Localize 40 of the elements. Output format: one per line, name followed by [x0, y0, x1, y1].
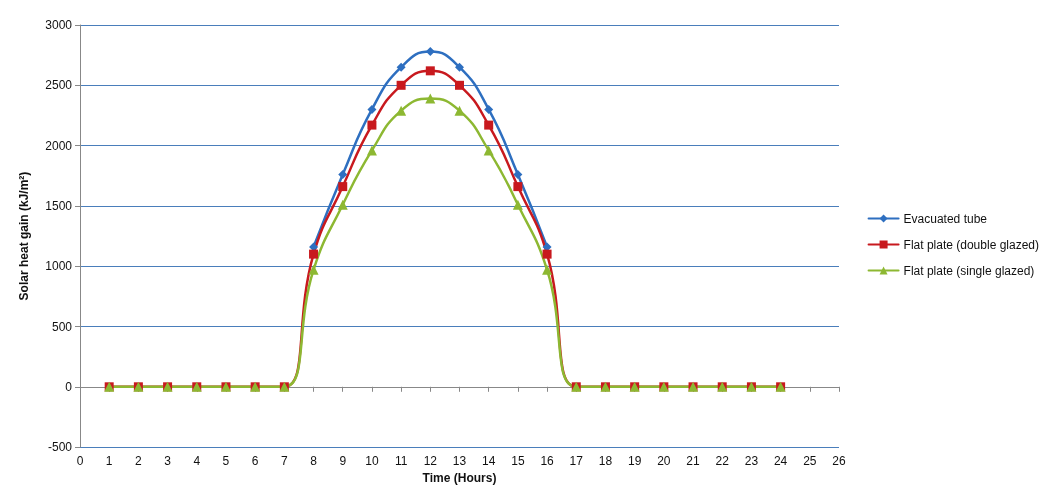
- x-tick-label: 11: [394, 454, 408, 469]
- x-tick-label: 5: [222, 454, 230, 469]
- x-tick-label: 26: [832, 454, 846, 469]
- x-tick-label: 3: [164, 454, 172, 469]
- legend-label: Flat plate (single glazed): [903, 263, 1035, 278]
- x-tick-label: 16: [540, 454, 555, 469]
- x-tick-label: 12: [423, 454, 438, 469]
- x-tick-label: 9: [339, 454, 347, 469]
- x-tick-label: 2: [135, 454, 143, 469]
- x-tick-label: 14: [482, 454, 496, 469]
- y-tick-label: 0: [65, 379, 73, 394]
- y-tick-label: 1500: [45, 198, 73, 213]
- y-tick-label: 3000: [45, 18, 73, 32]
- y-tick-label: 500: [51, 319, 73, 334]
- x-tick-label: 24: [773, 454, 788, 469]
- x-tick-label: 25: [803, 454, 817, 469]
- x-tick-label: 22: [715, 454, 730, 469]
- y-tick-label: -500: [47, 440, 73, 455]
- legend-label: Evacuated tube: [903, 211, 988, 226]
- x-tick-label: 17: [569, 454, 584, 469]
- x-tick-label: 7: [281, 454, 288, 469]
- y-tick-label: 1000: [45, 259, 73, 274]
- x-tick-label: 8: [310, 454, 318, 469]
- x-tick-label: 4: [193, 454, 201, 469]
- x-axis-title: Time (Hours): [422, 471, 497, 485]
- legend-label: Flat plate (double glazed): [903, 237, 1040, 252]
- y-tick-label: 2500: [45, 78, 73, 93]
- x-tick-label: 10: [365, 454, 379, 469]
- x-tick-label: 0: [76, 454, 84, 469]
- y-axis-title: Solar heat gain (kJ/m²): [17, 171, 31, 301]
- x-tick-label: 21: [686, 454, 701, 469]
- y-tick-label: 2000: [45, 138, 73, 153]
- x-tick-label: 19: [627, 454, 642, 469]
- x-tick-label: 1: [105, 454, 113, 469]
- x-tick-label: 15: [511, 454, 525, 469]
- x-tick-label: 13: [452, 454, 467, 469]
- x-tick-label: 23: [744, 454, 759, 469]
- x-tick-label: 20: [657, 454, 671, 469]
- x-tick-label: 18: [598, 454, 613, 469]
- x-tick-label: 6: [251, 454, 259, 469]
